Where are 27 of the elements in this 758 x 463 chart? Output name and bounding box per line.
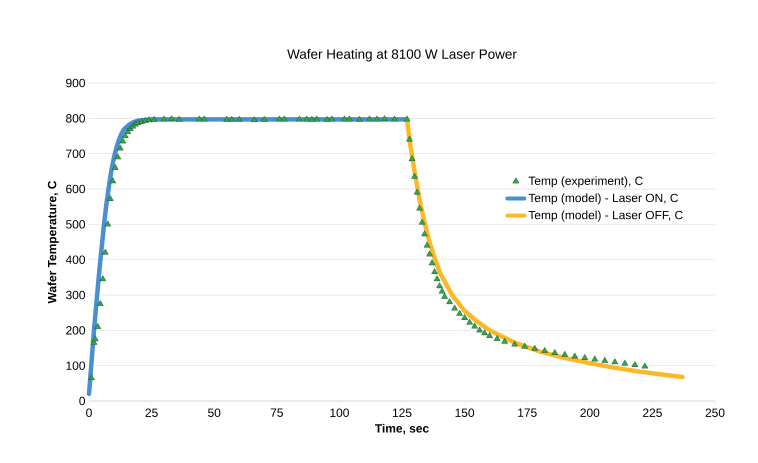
y-tick-label: 900 [66,78,86,88]
x-tick-label: 250 [706,408,725,417]
legend-label: Temp (experiment), C [528,176,643,188]
y-tick-label: 500 [66,220,86,229]
y-tick-label: 100 [66,361,86,370]
x-tick-label: 125 [392,408,412,417]
y-tick-label: 800 [66,114,86,123]
x-tick-label: 200 [580,408,600,417]
legend-label: Temp (model) - Laser OFF, C [528,210,683,222]
y-tick-label: 400 [66,255,86,264]
y-tick-label: 200 [66,326,86,335]
x-tick-label: 175 [518,408,537,417]
y-tick-label: 300 [66,290,86,300]
x-tick-label: 100 [330,408,349,417]
x-tick-label: 0 [86,408,92,417]
x-tick-label: 150 [456,408,474,417]
y-tick-label: 600 [66,184,86,194]
x-tick-label: 225 [643,408,662,417]
x-tick-label: 50 [208,408,220,417]
y-axis-title: Wafer Temperature, C [48,180,59,304]
legend-label: Temp (model) - Laser ON, C [528,193,678,205]
chart-title: Wafer Heating at 8100 W Laser Power [287,48,517,62]
y-tick-label: 700 [66,149,86,158]
x-axis-title: Time, sec [375,424,429,434]
x-tick-label: 25 [146,408,158,417]
x-tick-label: 75 [270,408,283,417]
y-tick-label: 0 [79,396,86,406]
